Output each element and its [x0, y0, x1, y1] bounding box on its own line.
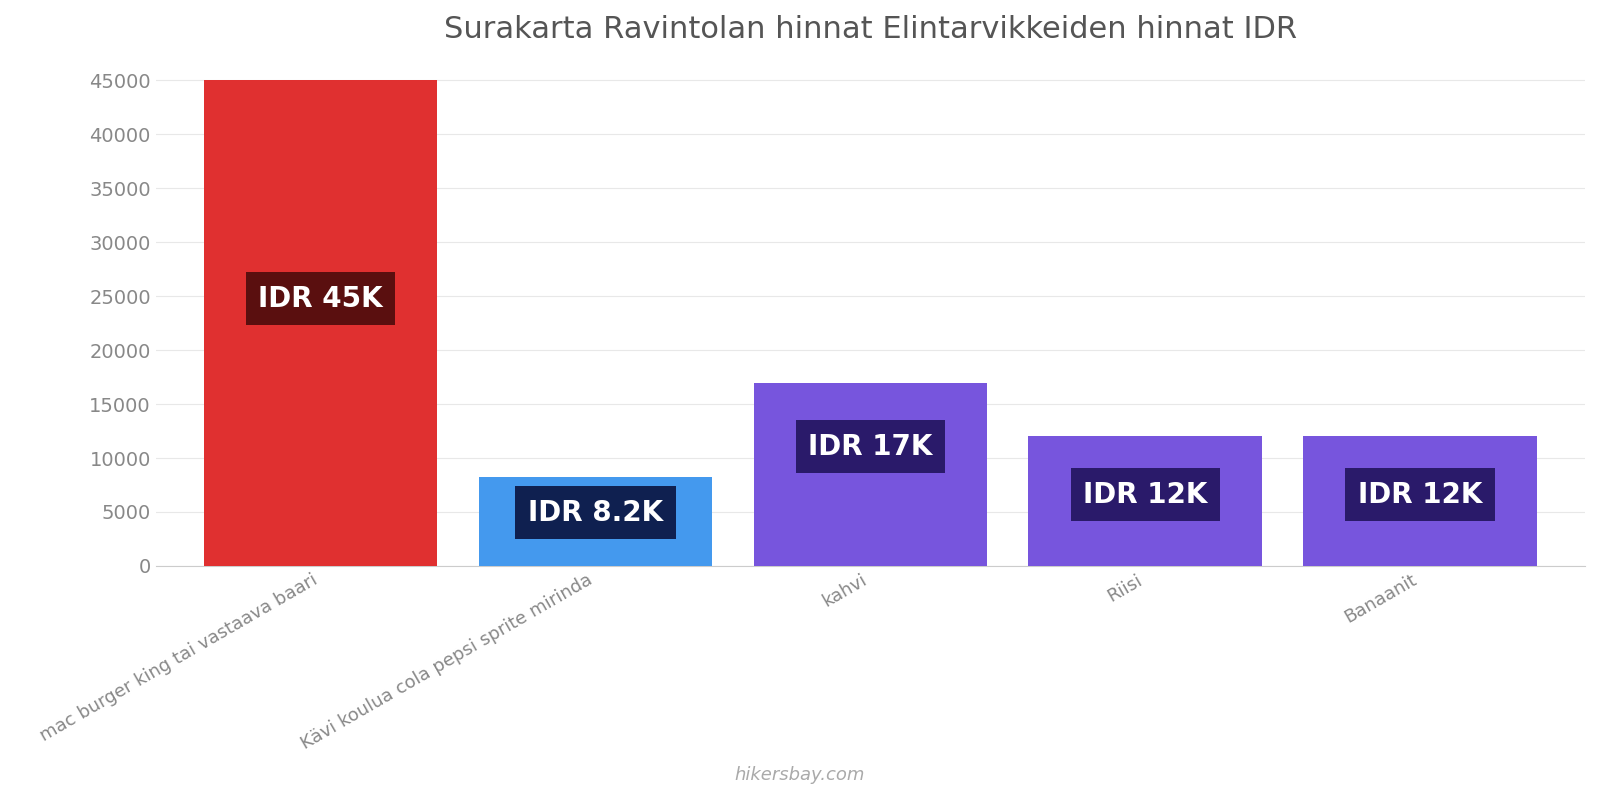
Text: IDR 12K: IDR 12K [1083, 481, 1208, 509]
Title: Surakarta Ravintolan hinnat Elintarvikkeiden hinnat IDR: Surakarta Ravintolan hinnat Elintarvikke… [443, 15, 1298, 44]
Text: IDR 45K: IDR 45K [258, 285, 382, 313]
Text: IDR 12K: IDR 12K [1358, 481, 1482, 509]
Text: IDR 17K: IDR 17K [808, 433, 933, 461]
Bar [754, 382, 987, 566]
Bar [1304, 437, 1538, 566]
Bar [478, 478, 712, 566]
Text: hikersbay.com: hikersbay.com [734, 766, 866, 784]
Text: IDR 8.2K: IDR 8.2K [528, 499, 662, 527]
Bar [1029, 437, 1262, 566]
Bar [203, 81, 437, 566]
